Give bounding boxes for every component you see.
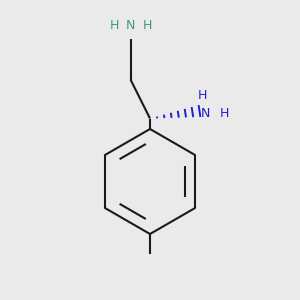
Text: H: H [109, 20, 119, 32]
Text: H: H [220, 107, 229, 120]
Text: H: H [142, 20, 152, 32]
Text: H: H [198, 89, 207, 102]
Text: N: N [201, 107, 210, 120]
Text: N: N [126, 20, 135, 32]
